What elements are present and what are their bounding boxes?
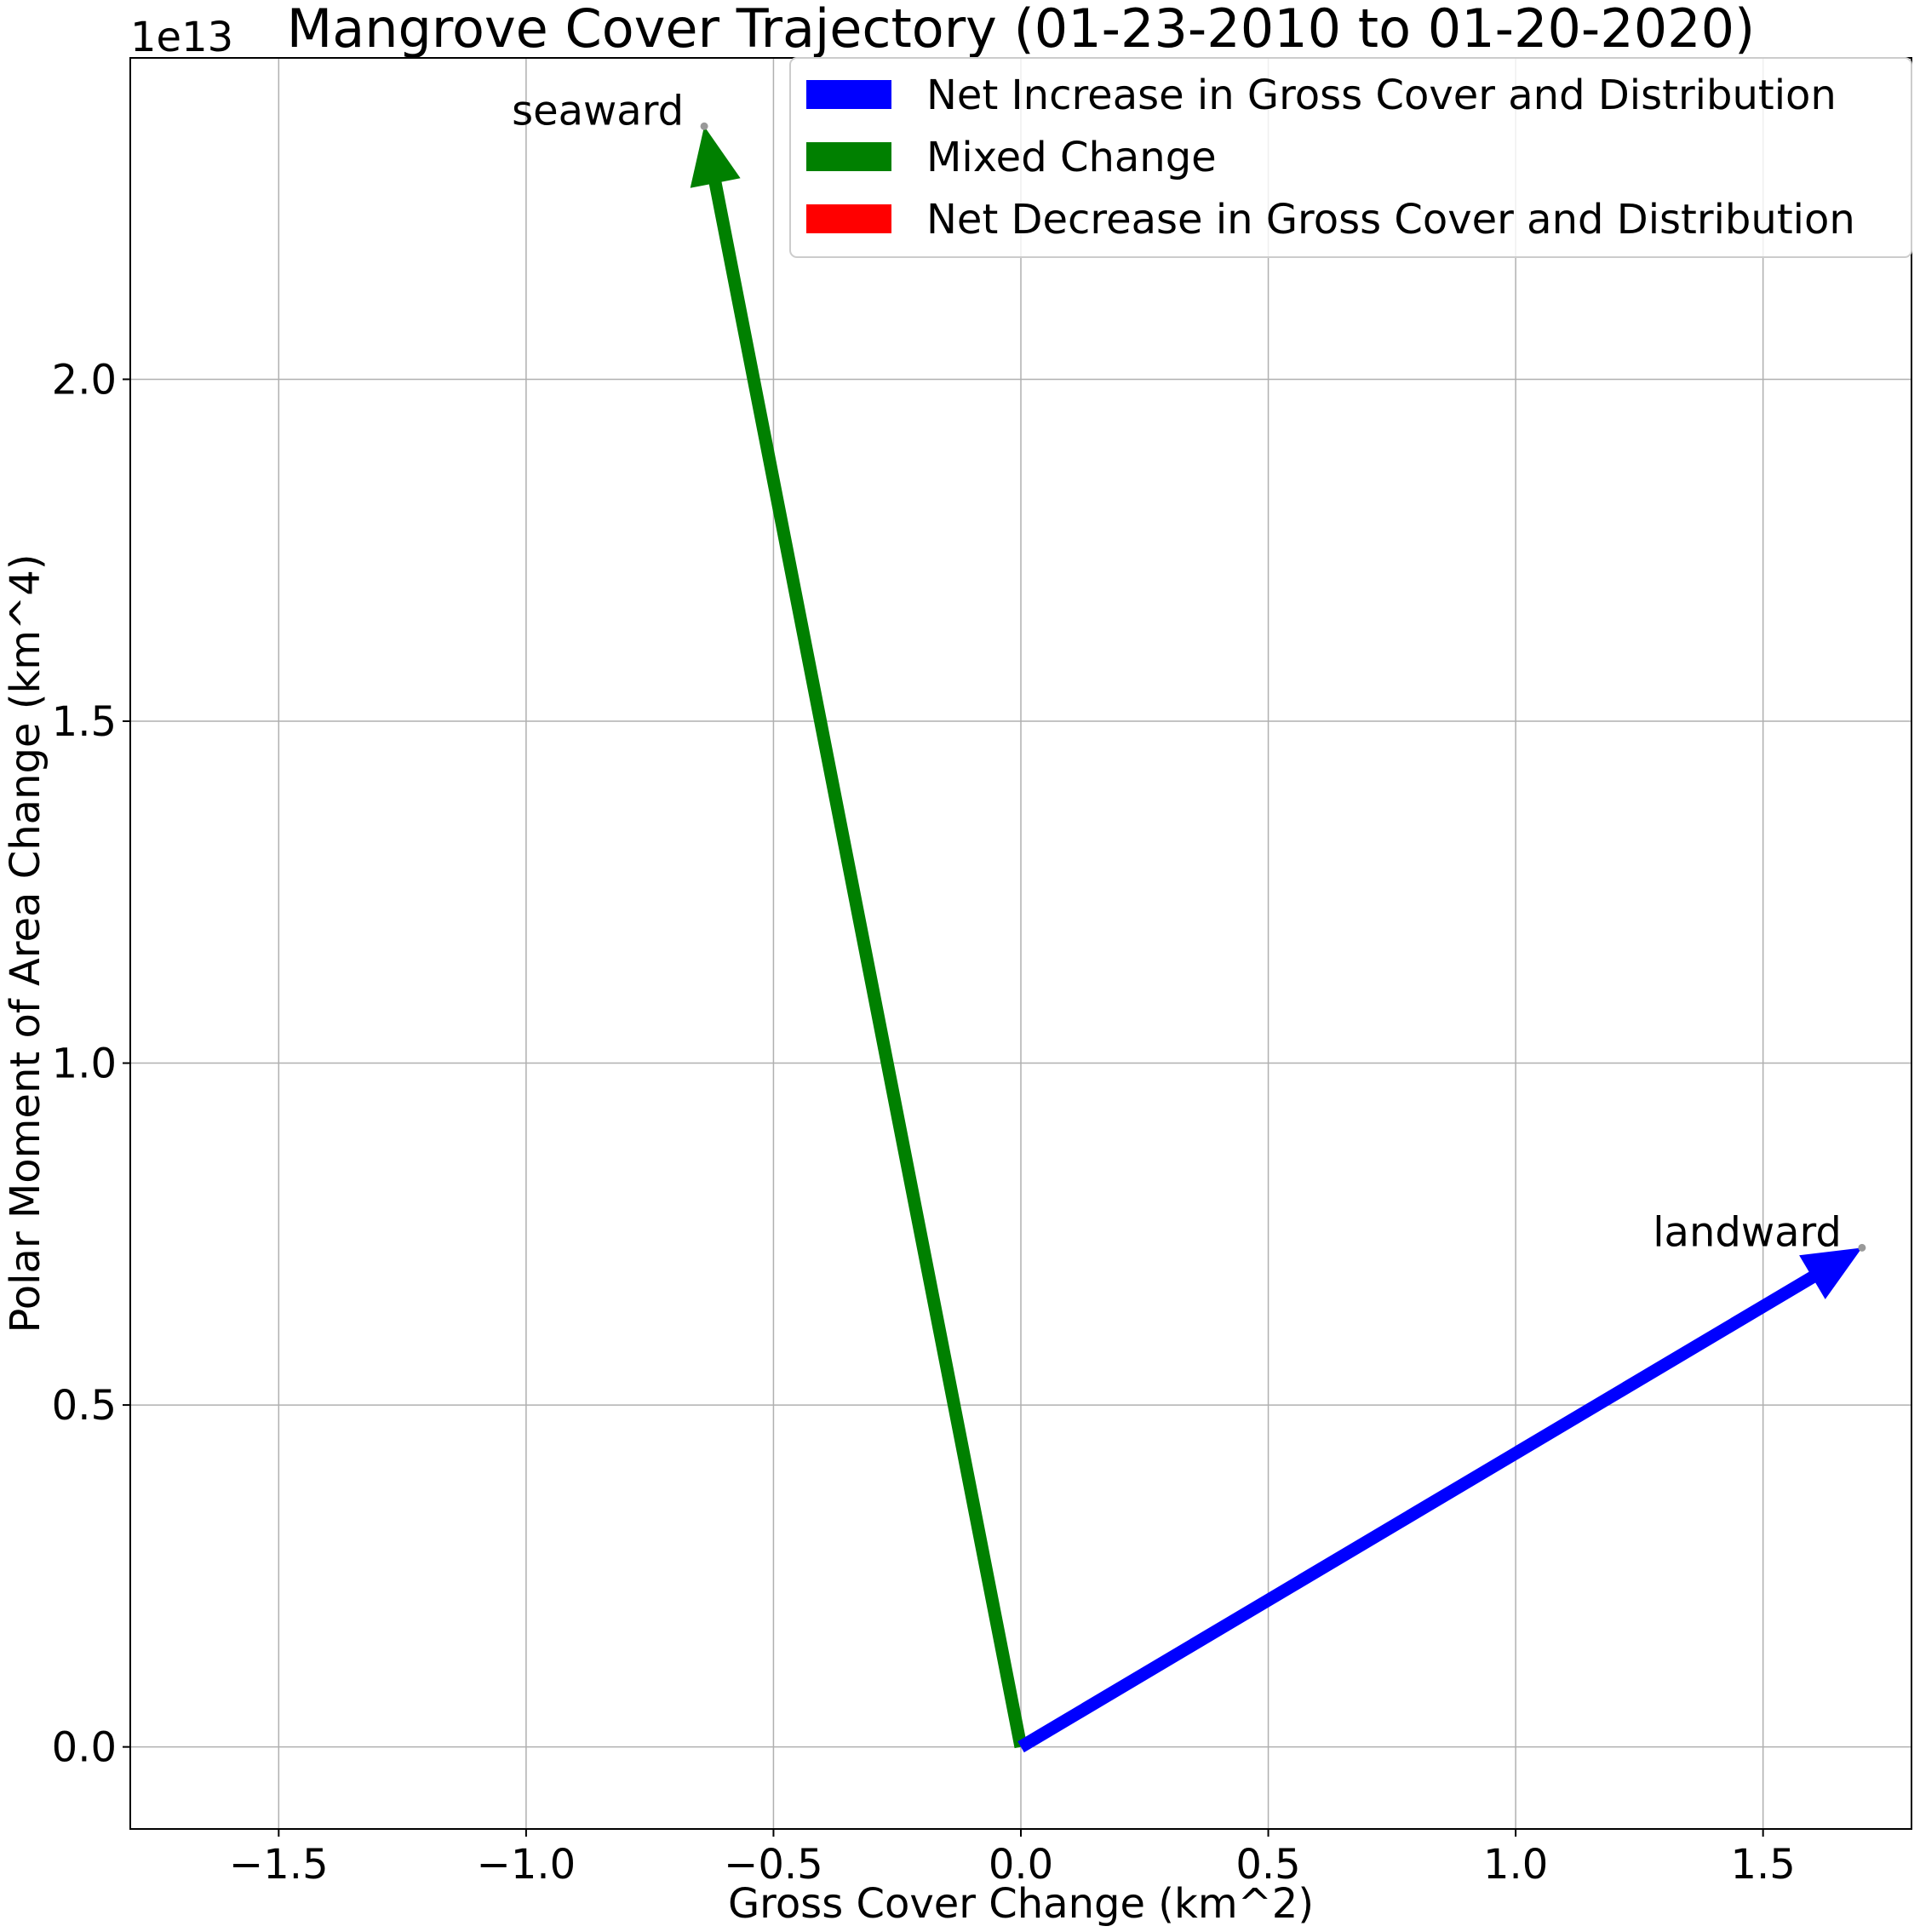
seaward-endpoint	[700, 122, 708, 130]
seaward-label: seaward	[512, 87, 684, 135]
x-tick-label: 1.5	[1730, 1841, 1795, 1889]
x-tick-label: 1.0	[1483, 1841, 1548, 1889]
y-tick-label: 2.0	[52, 356, 117, 404]
vectors	[690, 122, 1866, 1753]
legend-label: Net Decrease in Gross Cover and Distribu…	[926, 196, 1855, 244]
seaward-arrow	[690, 126, 1028, 1749]
x-tick-label: −0.5	[724, 1841, 823, 1889]
legend: Net Increase in Gross Cover and Distribu…	[789, 57, 1912, 258]
y-tick-label: 0.0	[52, 1724, 117, 1772]
landward-arrow	[1017, 1247, 1862, 1753]
y-tick-label: 1.0	[52, 1041, 117, 1088]
y-tick-label: 1.5	[52, 698, 117, 746]
legend-swatch	[806, 80, 891, 109]
legend-swatch	[806, 142, 891, 171]
grid	[130, 58, 1911, 1829]
x-tick-label: −1.0	[477, 1841, 576, 1889]
ticks: −1.5 −1.0 −0.5 0.0 0.5 1.0 1.5 0.0 0.5 1.0 1.5 2.0	[52, 356, 1796, 1889]
x-axis-label: Gross Cover Change (km^2)	[728, 1880, 1314, 1928]
x-tick-label: 0.0	[989, 1841, 1053, 1889]
legend-swatch	[806, 204, 891, 233]
legend-box	[789, 57, 1912, 258]
y-axis-offset-label: 1e13	[130, 14, 233, 61]
y-axis-label: Polar Moment of Area Change (km^4)	[2, 554, 49, 1333]
landward-endpoint	[1858, 1243, 1866, 1252]
landward-label: landward	[1653, 1208, 1842, 1256]
x-tick-label: 0.5	[1235, 1841, 1300, 1889]
x-tick-label: −1.5	[229, 1841, 329, 1889]
y-tick-label: 0.5	[52, 1382, 117, 1430]
legend-label: Mixed Change	[926, 134, 1217, 181]
legend-label: Net Increase in Gross Cover and Distribu…	[926, 72, 1837, 119]
chart-title: Mangrove Cover Trajectory (01-23-2010 to…	[287, 0, 1756, 60]
